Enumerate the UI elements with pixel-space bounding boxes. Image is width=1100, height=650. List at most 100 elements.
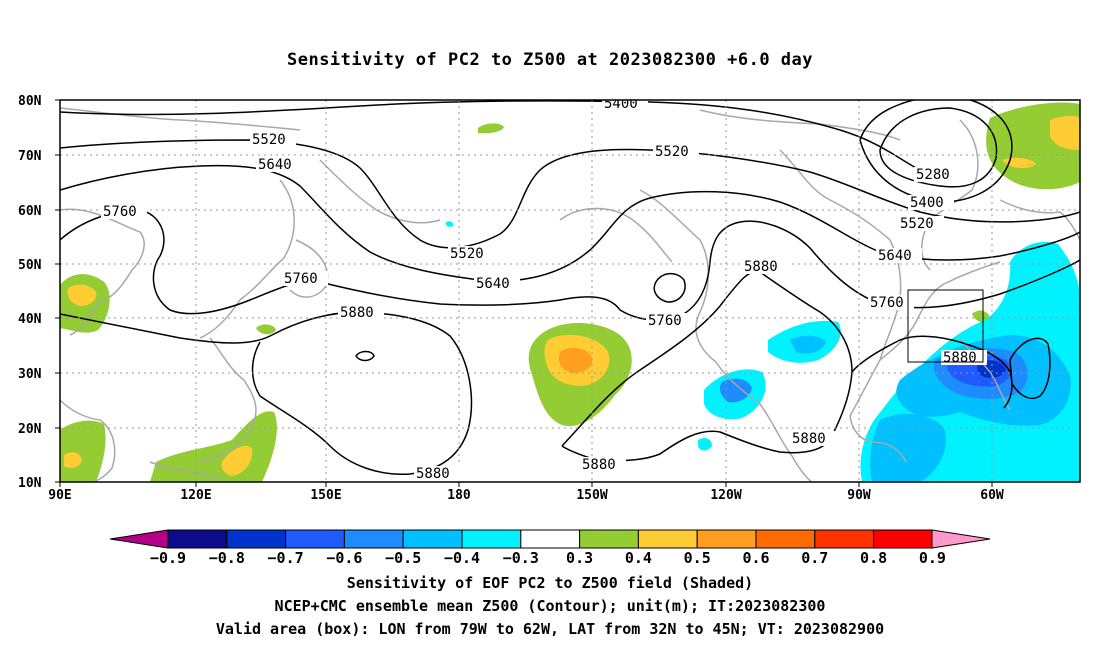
- colorbar-label: −0.4: [444, 549, 480, 567]
- contour-label: 5760: [284, 271, 318, 287]
- caption-shading: Sensitivity of EOF PC2 to Z500 field (Sh…: [346, 574, 754, 592]
- colorbar-label: −0.6: [326, 549, 362, 567]
- colorbar-swatch: [814, 529, 875, 549]
- contour-label: 5760: [103, 204, 137, 220]
- colorbar-label: −0.5: [385, 549, 421, 567]
- contour-label: 5520: [900, 216, 934, 232]
- colorbar-label: −0.9: [150, 549, 186, 567]
- colorbar-label: 0.7: [801, 549, 828, 567]
- caption-valid-area: Valid area (box): LON from 79W to 62W, L…: [215, 620, 885, 638]
- lon-label: 90E: [48, 488, 71, 503]
- negative-sensitivity-gulf: [1014, 247, 1058, 279]
- colorbar-swatch: [461, 529, 522, 549]
- lat-label: 70N: [18, 149, 42, 164]
- colorbar-high-arrow: [931, 529, 991, 549]
- contour-label: 5400: [910, 195, 944, 211]
- positive-sensitivity-us-small: [972, 310, 990, 323]
- lon-label: 150W: [576, 488, 607, 503]
- lon-label: 90W: [847, 488, 871, 503]
- lat-label: 50N: [18, 258, 42, 273]
- contour-label: 5400: [604, 96, 638, 112]
- lat-label: 30N: [18, 367, 42, 382]
- contour-label: 5280: [916, 167, 950, 183]
- colorbar-swatch: [637, 529, 698, 549]
- positive-sensitivity-philippines: [150, 411, 277, 482]
- positive-sensitivity-indochina-core: [64, 452, 82, 468]
- colorbar-swatch: [402, 529, 463, 549]
- colorbar-label: 0.5: [684, 549, 711, 567]
- caption-contour: NCEP+CMC ensemble mean Z500 (Contour); u…: [274, 597, 826, 615]
- positive-sensitivity-asia-core: [67, 284, 97, 306]
- contour-small-loop-pac: [653, 272, 686, 303]
- colorbar-swatch: [343, 529, 404, 549]
- lat-label: 80N: [18, 94, 42, 109]
- positive-sensitivity-greenland-core: [1050, 116, 1080, 150]
- lon-label: 180: [447, 488, 471, 503]
- lon-label: 120E: [180, 488, 211, 503]
- contour-label: 5640: [258, 157, 292, 173]
- positive-sensitivity-indochina: [60, 420, 106, 482]
- colorbar-swatch: [226, 529, 287, 549]
- contour-label: 5880: [792, 431, 826, 447]
- shading-layer: [60, 102, 1080, 482]
- contour-label: 5880: [943, 350, 977, 366]
- latitude-labels: 80N 70N 60N 50N 40N 30N 20N 10N: [18, 94, 42, 491]
- negative-sensitivity-smallpac: [698, 438, 712, 451]
- contour-label: 5520: [450, 246, 484, 262]
- contour-label: 5880: [744, 259, 778, 275]
- colorbar-swatch: [167, 529, 228, 549]
- contour-5880: [60, 311, 473, 475]
- colorbar-label: −0.7: [268, 549, 304, 567]
- contour-5760: [60, 209, 1080, 321]
- colorbar-swatch: [579, 529, 639, 549]
- contour-small-loop-w: [355, 350, 375, 362]
- negative-sensitivity-dot: [445, 221, 454, 227]
- colorbar-swatch: [520, 529, 581, 549]
- contour-label: 5520: [252, 132, 286, 148]
- colorbar-swatch: [696, 529, 757, 549]
- longitude-labels: 90E 120E 150E 180 150W 120W 90W 60W: [48, 488, 1004, 503]
- colorbar: −0.9 −0.8 −0.7 −0.6 −0.5 −0.4 −0.3 0.3 0.4 0.5 0.6…: [109, 529, 991, 567]
- lat-label: 20N: [18, 422, 42, 437]
- colorbar-swatch: [873, 529, 933, 549]
- lon-label: 60W: [980, 488, 1004, 503]
- colorbar-label: 0.9: [919, 549, 946, 567]
- contour-label-group: 5400 5520 5640 5760 5520 5520 5640 5760 …: [101, 96, 987, 482]
- colorbar-label: 0.4: [625, 549, 652, 567]
- negative-sensitivity-mexico-mid: [790, 335, 826, 354]
- colorbar-swatch: [755, 529, 816, 549]
- positive-sensitivity-japan: [256, 324, 276, 335]
- positive-sensitivity-philippines-core: [221, 445, 253, 476]
- contour-label: 5880: [416, 466, 450, 482]
- contour-label: 5760: [870, 295, 904, 311]
- lon-label: 120W: [710, 488, 741, 503]
- contour-5280-loop: [879, 107, 998, 188]
- colorbar-label: 0.6: [742, 549, 769, 567]
- contour-label: 5880: [582, 457, 616, 473]
- lat-label: 60N: [18, 204, 42, 219]
- lat-label: 40N: [18, 312, 42, 327]
- colorbar-label: −0.8: [209, 549, 245, 567]
- negative-sensitivity-eastpac-mid: [720, 378, 752, 403]
- graticule: [60, 100, 1080, 482]
- contour-label: 5880: [340, 305, 374, 321]
- contour-5880-loop: [1009, 337, 1051, 400]
- contour-5520-north: [60, 139, 1080, 249]
- colorbar-swatch: [285, 529, 345, 549]
- coastlines: [60, 107, 1080, 482]
- positive-sensitivity-pacific-core: [558, 347, 593, 373]
- contour-label: 5640: [476, 276, 510, 292]
- contour-5400-north: [60, 100, 921, 171]
- negative-sensitivity-caribbean: [870, 413, 946, 482]
- map-frame: [59, 99, 1081, 483]
- positive-sensitivity-north: [478, 123, 504, 134]
- map-title: Sensitivity of PC2 to Z500 at 2023082300…: [286, 50, 813, 70]
- contour-5880-east: [561, 270, 853, 462]
- colorbar-label: −0.3: [503, 549, 539, 567]
- z500-contours: [60, 100, 1080, 475]
- colorbar-label: 0.3: [566, 549, 593, 567]
- contour-label: 5760: [648, 313, 682, 329]
- lat-label: 10N: [18, 476, 42, 491]
- tick-marks: [55, 99, 993, 487]
